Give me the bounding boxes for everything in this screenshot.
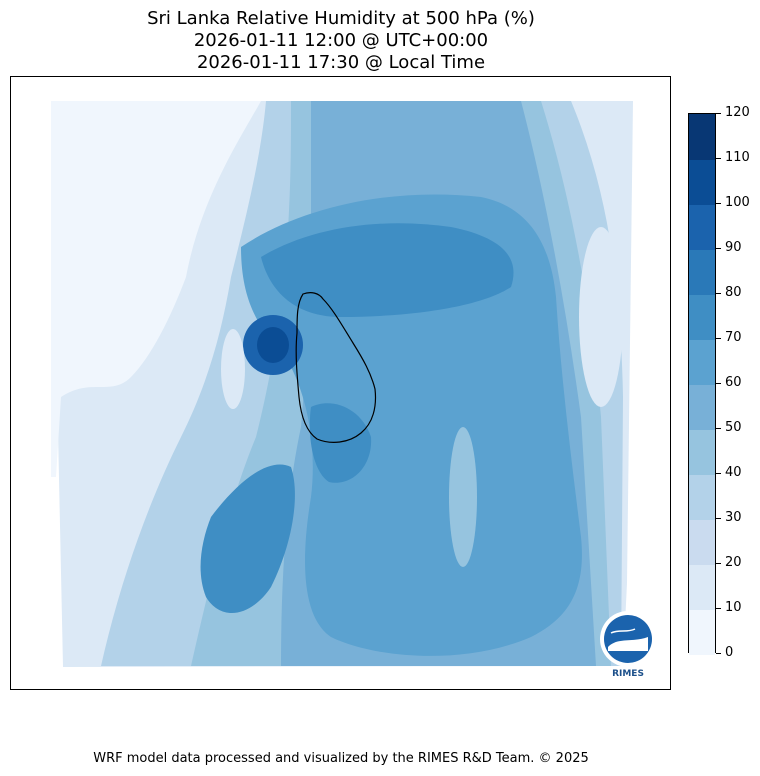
colorbar-tick-label: 100 [725,195,750,210]
colorbar-tick [716,653,721,654]
colorbar-segment [689,519,715,565]
colorbar-segment [689,564,715,610]
colorbar-tick-label: 70 [725,330,742,345]
colorbar-tick-label: 120 [725,105,750,120]
colorbar-segment [689,339,715,385]
colorbar-segment [689,609,715,655]
colorbar [688,113,716,655]
colorbar-tick [716,563,721,564]
title-line-1: Sri Lanka Relative Humidity at 500 hPa (… [147,8,535,29]
colorbar-segment [689,294,715,340]
title-line-3: 2026-01-11 17:30 @ Local Time [196,52,486,73]
colorbar-tick-label: 20 [725,555,742,570]
humidity-band-70-south [200,464,295,614]
dry-region-west [51,101,261,477]
colorbar-tick [716,608,721,609]
colorbar-segment [689,114,715,160]
colorbar-tick [716,293,721,294]
colorbar-tick [716,248,721,249]
humidity-band-70-north [261,223,514,317]
colorbar-tick-label: 10 [725,600,742,615]
sri-lanka-coastline [295,292,377,443]
colorbar-tick [716,338,721,339]
rimes-logo-text: RIMES [612,669,644,679]
colorbar-tick [716,158,721,159]
dry-patch-1 [221,329,245,409]
dry-patch-east [579,227,623,407]
colorbar-segment [689,429,715,475]
colorbar-tick [716,383,721,384]
footer-credit: WRF model data processed and visualized … [93,751,589,766]
colorbar-tick-label: 80 [725,285,742,300]
title-line-2: 2026-01-11 12:00 @ UTC+00:00 [193,30,489,51]
colorbar-tick [716,113,721,114]
colorbar-tick [716,203,721,204]
humidity-map: RIMES [51,101,656,679]
colorbar-segment [689,159,715,205]
rimes-logo-icon [600,611,656,667]
colorbar-segment [689,249,715,295]
colorbar-tick-label: 50 [725,420,742,435]
dry-patch-2 [449,427,477,567]
colorbar-segment [689,384,715,430]
map-panel[interactable]: RIMES [10,76,671,690]
colorbar-tick-label: 60 [725,375,742,390]
colorbar-tick-label: 110 [725,150,750,165]
colorbar-segment [689,474,715,520]
colorbar-tick [716,473,721,474]
humidity-band-70-east [309,403,372,483]
chart-title: Sri Lanka Relative Humidity at 500 hPa (… [0,8,682,74]
colorbar-tick [716,518,721,519]
colorbar-tick-label: 0 [725,645,734,660]
colorbar-tick-label: 40 [725,465,742,480]
colorbar-segment [689,204,715,250]
colorbar-tick-label: 30 [725,510,742,525]
moist-core-inner [257,327,289,363]
colorbar-tick [716,428,721,429]
colorbar-tick-label: 90 [725,240,742,255]
